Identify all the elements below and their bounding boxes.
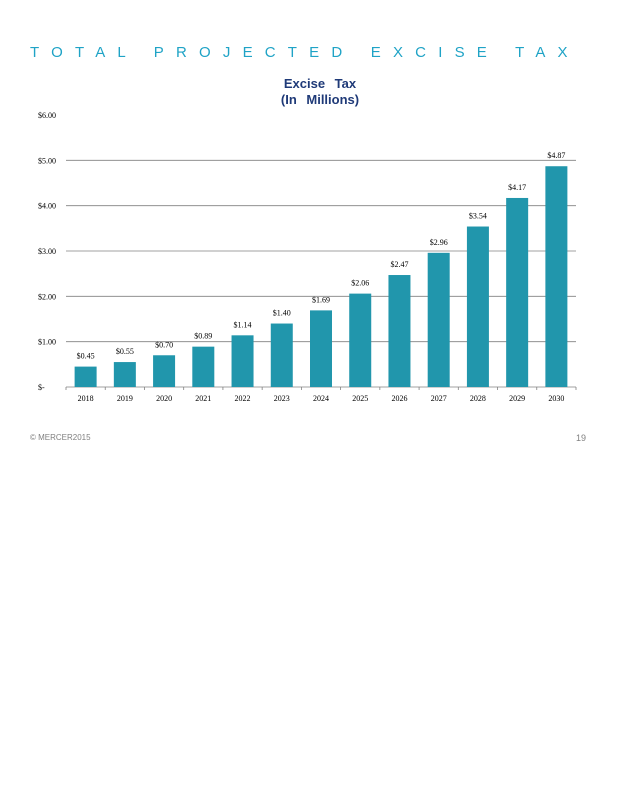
data-label: $0.89 — [194, 332, 212, 341]
data-label: $2.96 — [430, 238, 448, 247]
x-tick-label: 2029 — [509, 394, 525, 403]
data-label: $4.87 — [547, 151, 565, 160]
data-label: $1.40 — [273, 309, 291, 318]
data-label: $0.55 — [116, 347, 134, 356]
bar-2022 — [231, 335, 254, 387]
bar-2023 — [270, 323, 293, 387]
y-tick-label: $3.00 — [38, 247, 56, 256]
bar-2019 — [113, 362, 136, 387]
bar-2018 — [74, 366, 97, 387]
bar-2028 — [466, 226, 489, 387]
x-tick-label: 2025 — [352, 394, 368, 403]
page-number: 19 — [575, 433, 586, 443]
y-tick-label: $2.00 — [38, 292, 56, 301]
bar-2029 — [506, 197, 529, 387]
x-tick-label: 2028 — [470, 394, 486, 403]
x-tick-label: 2018 — [78, 394, 94, 403]
y-tick-label: $- — [38, 383, 45, 392]
x-tick-label: 2022 — [235, 394, 251, 403]
page-title: TOTAL PROJECTED EXCISE TAX — [30, 44, 580, 61]
y-axis-ticks: $- $1.00 $2.00 $3.00 $4.00 $5.00 $6.00 — [38, 111, 56, 392]
x-tick-label: 2023 — [274, 394, 290, 403]
footer-copyright: © MERCER2015 — [30, 433, 91, 442]
chart-title-line1: Excise Tax — [283, 76, 357, 91]
x-tick-label: 2027 — [431, 394, 447, 403]
x-tick-label: 2024 — [313, 394, 329, 403]
data-label: $0.45 — [77, 352, 95, 361]
bar-2024 — [310, 310, 332, 387]
data-label: $1.14 — [234, 320, 252, 329]
data-label: $2.06 — [351, 279, 369, 288]
data-labels: $0.45 $0.55 $0.70 $0.89 $1.14 $1.40 $1.69 $2.06… — [77, 151, 566, 360]
y-tick-label: $5.00 — [38, 156, 56, 165]
data-label: $4.17 — [508, 183, 526, 192]
bar-2021 — [192, 346, 215, 387]
bar-chart: $-$1.00$2.00$3.00$4.00$5.00$6.00 $0.45$0… — [38, 111, 577, 403]
x-tick-label: 2030 — [548, 394, 564, 403]
y-tick-label: $1.00 — [38, 338, 56, 347]
x-tick-label: 2021 — [195, 394, 211, 403]
bar-2026 — [388, 275, 411, 387]
data-label: $3.54 — [469, 212, 487, 221]
x-tick-label: 2026 — [391, 394, 407, 403]
chart-title-line2: (In Millions) — [280, 92, 360, 107]
x-tick-label: 2019 — [117, 394, 133, 403]
x-tick-label: 2020 — [156, 394, 172, 403]
bar-2025 — [349, 293, 372, 387]
data-label: $1.69 — [312, 295, 330, 304]
chart-title: Excise Tax (In Millions) — [220, 76, 420, 108]
data-label: $0.70 — [155, 340, 173, 349]
data-label: $2.47 — [390, 260, 408, 269]
bars — [74, 166, 568, 387]
bar-2020 — [153, 355, 176, 387]
y-tick-label: $6.00 — [38, 111, 56, 120]
bar-2030 — [545, 166, 568, 387]
bar-2027 — [427, 252, 450, 387]
x-axis-ticks: 2018 2019 2020 2021 2022 2023 2024 2025 2026 2027… — [78, 394, 565, 403]
y-tick-label: $4.00 — [38, 202, 56, 211]
